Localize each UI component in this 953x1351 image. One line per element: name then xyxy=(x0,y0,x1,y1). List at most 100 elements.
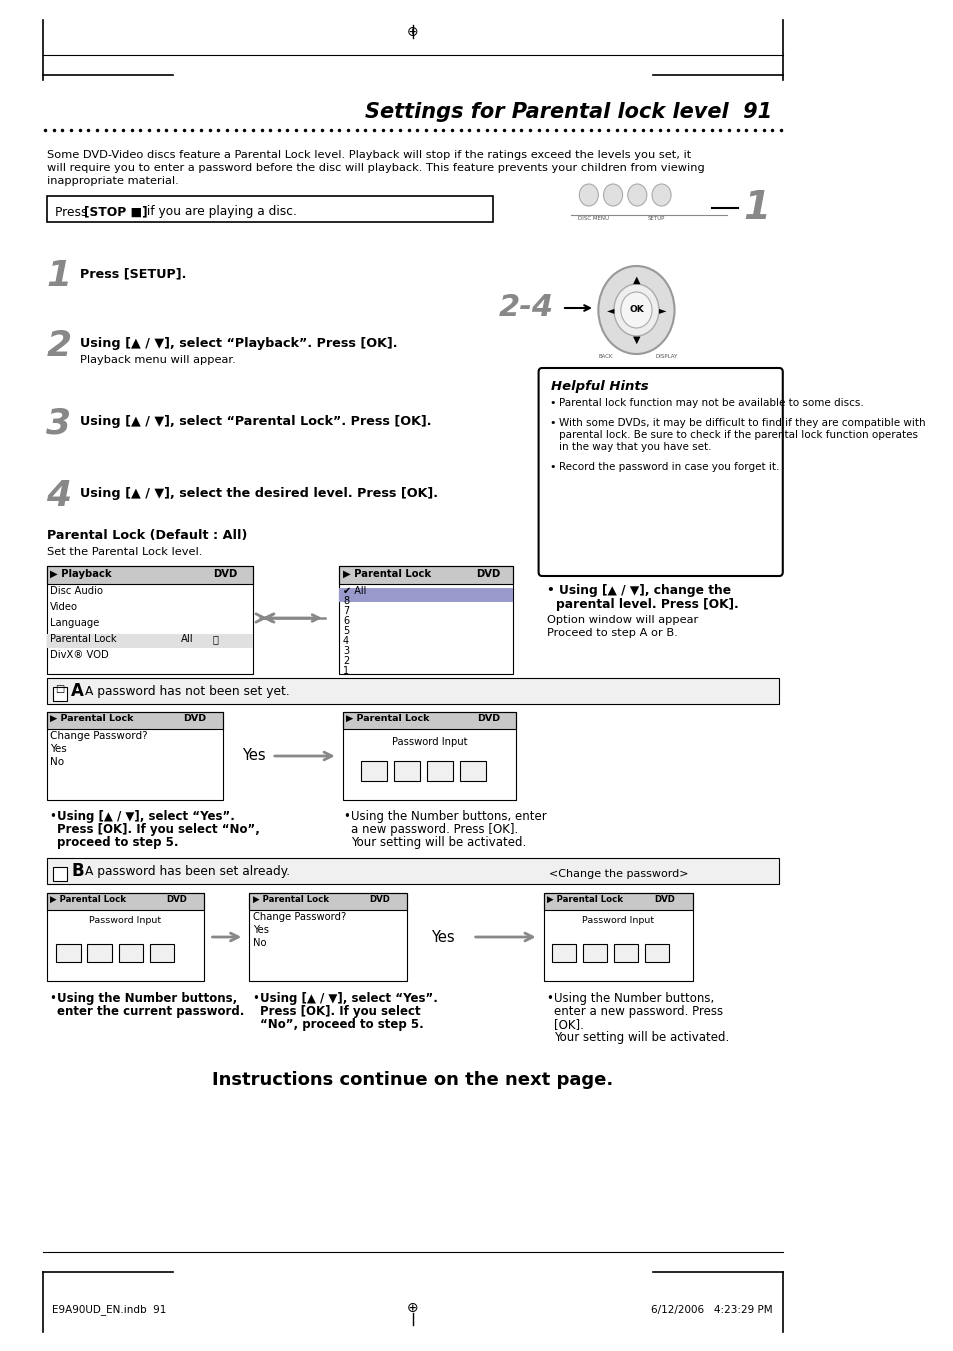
Circle shape xyxy=(578,184,598,205)
Bar xyxy=(47,712,223,730)
Bar xyxy=(47,893,204,911)
Text: parental level. Press [OK].: parental level. Press [OK]. xyxy=(556,598,738,611)
Text: 7: 7 xyxy=(342,607,349,616)
Bar xyxy=(47,634,253,648)
Bar xyxy=(47,858,779,884)
Bar xyxy=(543,893,692,911)
Text: Password Input: Password Input xyxy=(90,916,161,925)
Text: •: • xyxy=(546,992,553,1005)
Text: Parental Lock (Default : All): Parental Lock (Default : All) xyxy=(47,530,247,543)
Bar xyxy=(47,893,204,981)
Text: ⊕: ⊕ xyxy=(407,26,418,39)
Text: •: • xyxy=(50,992,56,1005)
Text: Press [OK]. If you select: Press [OK]. If you select xyxy=(259,1005,420,1019)
Circle shape xyxy=(603,184,622,205)
Text: Change Password?: Change Password? xyxy=(51,731,148,740)
Text: Record the password in case you forget it.: Record the password in case you forget i… xyxy=(558,462,779,471)
Text: inappropriate material.: inappropriate material. xyxy=(47,176,178,186)
Bar xyxy=(339,566,512,584)
Text: Parental lock function may not be available to some discs.: Parental lock function may not be availa… xyxy=(558,399,863,408)
Text: Using the Number buttons,: Using the Number buttons, xyxy=(554,992,714,1005)
Text: Settings for Parental lock level  91: Settings for Parental lock level 91 xyxy=(365,101,772,122)
Text: in the way that you have set.: in the way that you have set. xyxy=(558,442,711,453)
Text: DISC MENU: DISC MENU xyxy=(578,216,609,222)
Text: Using [▲ / ▼], select “Parental Lock”. Press [OK].: Using [▲ / ▼], select “Parental Lock”. P… xyxy=(80,416,431,428)
Bar xyxy=(47,566,253,674)
Text: Some DVD-Video discs feature a Parental Lock level. Playback will stop if the ra: Some DVD-Video discs feature a Parental … xyxy=(47,150,690,159)
Text: A: A xyxy=(71,682,84,700)
Text: 5: 5 xyxy=(342,626,349,636)
Text: ▶ Playback: ▶ Playback xyxy=(51,569,112,580)
Text: ▲: ▲ xyxy=(632,276,639,285)
Text: • Using [▲ / ▼], change the: • Using [▲ / ▼], change the xyxy=(547,584,731,597)
FancyBboxPatch shape xyxy=(644,944,669,962)
Bar xyxy=(249,893,407,911)
Text: DVD: DVD xyxy=(654,894,675,904)
FancyBboxPatch shape xyxy=(426,761,453,781)
Circle shape xyxy=(620,292,651,328)
Text: 2: 2 xyxy=(342,657,349,666)
Text: if you are playing a disc.: if you are playing a disc. xyxy=(143,205,296,219)
Text: E9A90UD_EN.indb  91: E9A90UD_EN.indb 91 xyxy=(51,1305,166,1316)
Text: will require you to enter a password before the disc will playback. This feature: will require you to enter a password bef… xyxy=(47,163,703,173)
Text: Press [OK]. If you select “No”,: Press [OK]. If you select “No”, xyxy=(57,823,260,836)
Text: Parental Lock: Parental Lock xyxy=(51,634,116,644)
Text: 3: 3 xyxy=(342,646,349,657)
Text: enter the current password.: enter the current password. xyxy=(57,1005,244,1019)
Text: Press [SETUP].: Press [SETUP]. xyxy=(80,267,186,281)
Text: □: □ xyxy=(55,684,64,694)
Text: DVD: DVD xyxy=(476,569,500,580)
Bar xyxy=(339,588,512,603)
Text: 1: 1 xyxy=(342,666,349,676)
Text: •: • xyxy=(342,811,350,823)
Text: ▶ Parental Lock: ▶ Parental Lock xyxy=(253,894,329,904)
Text: <Change the password>: <Change the password> xyxy=(548,869,687,880)
Text: Proceed to step A or B.: Proceed to step A or B. xyxy=(547,628,678,638)
Text: No: No xyxy=(253,938,266,948)
Text: a new password. Press [OK].: a new password. Press [OK]. xyxy=(351,823,517,836)
FancyBboxPatch shape xyxy=(538,367,782,576)
Text: 2-4: 2-4 xyxy=(498,293,554,323)
Text: ▶ Parental Lock: ▶ Parental Lock xyxy=(342,569,431,580)
FancyBboxPatch shape xyxy=(118,944,143,962)
Text: Password Input: Password Input xyxy=(392,738,467,747)
FancyBboxPatch shape xyxy=(150,944,173,962)
Text: “No”, proceed to step 5.: “No”, proceed to step 5. xyxy=(259,1019,423,1031)
Text: BACK: BACK xyxy=(598,354,613,359)
Text: DVD: DVD xyxy=(476,713,499,723)
Bar xyxy=(47,712,223,800)
FancyBboxPatch shape xyxy=(88,944,112,962)
Text: A password has not been set yet.: A password has not been set yet. xyxy=(85,685,290,697)
FancyBboxPatch shape xyxy=(52,688,67,701)
Bar xyxy=(249,893,407,981)
Text: Yes: Yes xyxy=(253,925,269,935)
Text: Using the Number buttons, enter: Using the Number buttons, enter xyxy=(351,811,546,823)
Text: 1: 1 xyxy=(742,189,769,227)
FancyBboxPatch shape xyxy=(614,944,638,962)
Text: Using the Number buttons,: Using the Number buttons, xyxy=(57,992,237,1005)
Text: proceed to step 5.: proceed to step 5. xyxy=(57,836,178,848)
Text: ►: ► xyxy=(658,305,665,315)
Bar xyxy=(342,712,516,800)
Bar xyxy=(47,196,492,222)
Text: enter a new password. Press: enter a new password. Press xyxy=(554,1005,722,1019)
Text: Playback menu will appear.: Playback menu will appear. xyxy=(80,355,235,365)
Bar xyxy=(47,566,253,584)
Text: [STOP ■]: [STOP ■] xyxy=(84,205,148,219)
Text: •: • xyxy=(548,399,555,408)
Text: Instructions continue on the next page.: Instructions continue on the next page. xyxy=(213,1071,613,1089)
Text: With some DVDs, it may be difficult to find if they are compatible with: With some DVDs, it may be difficult to f… xyxy=(558,417,925,428)
Text: Using [▲ / ▼], select the desired level. Press [OK].: Using [▲ / ▼], select the desired level.… xyxy=(80,488,437,500)
Text: Press: Press xyxy=(54,205,91,219)
Text: 2: 2 xyxy=(47,330,71,363)
Text: 8: 8 xyxy=(342,596,349,607)
Text: Yes: Yes xyxy=(242,748,266,763)
Text: 6/12/2006   4:23:29 PM: 6/12/2006 4:23:29 PM xyxy=(650,1305,772,1315)
Text: Disc Audio: Disc Audio xyxy=(51,586,103,596)
Text: Yes: Yes xyxy=(51,744,67,754)
Circle shape xyxy=(627,184,646,205)
Text: ▼: ▼ xyxy=(632,335,639,345)
Text: Helpful Hints: Helpful Hints xyxy=(550,380,648,393)
Text: ⚿: ⚿ xyxy=(213,634,218,644)
Text: parental lock. Be sure to check if the parental lock function operates: parental lock. Be sure to check if the p… xyxy=(558,430,918,440)
